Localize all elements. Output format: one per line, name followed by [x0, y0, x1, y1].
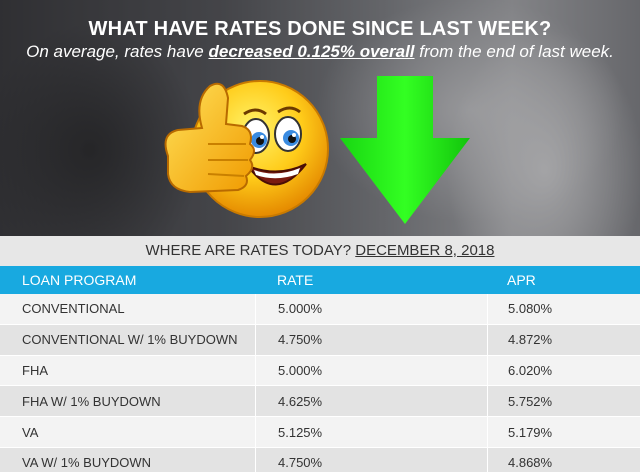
loan-program-cell: VA W/ 1% BUYDOWN	[22, 455, 152, 471]
rate-cell: 5.125%	[255, 417, 487, 447]
apr-cell: 4.872%	[487, 324, 640, 355]
thumbs-up-emoji-icon	[164, 80, 329, 218]
subheadline-emphasis: decreased 0.125% overall	[208, 42, 415, 61]
column-header-apr: APR	[507, 272, 536, 288]
down-arrow-icon	[340, 76, 470, 224]
subheadline: On average, rates have decreased 0.125% …	[0, 42, 640, 62]
subheadline-suffix: from the end of last week.	[414, 42, 614, 61]
table-row: FHA 5.000% 6.020%	[0, 355, 640, 387]
loan-program-cell: CONVENTIONAL	[22, 301, 125, 317]
headline: WHAT HAVE RATES DONE SINCE LAST WEEK?	[88, 18, 552, 40]
rates-table: LOAN PROGRAM RATE APR CONVENTIONAL 5.000…	[0, 266, 640, 472]
loan-program-cell: FHA	[22, 362, 48, 378]
loan-program-cell: CONVENTIONAL W/ 1% BUYDOWN	[22, 332, 238, 348]
apr-cell: 5.080%	[487, 294, 640, 324]
table-header: LOAN PROGRAM RATE APR	[0, 266, 640, 294]
apr-cell: 5.179%	[487, 417, 640, 447]
column-header-loan-program: LOAN PROGRAM	[22, 272, 137, 288]
table-row: VA 5.125% 5.179%	[0, 417, 640, 448]
table-row: CONVENTIONAL W/ 1% BUYDOWN 4.750% 4.872%	[0, 324, 640, 356]
hero-banner: WHAT HAVE RATES DONE SINCE LAST WEEK? On…	[0, 0, 640, 236]
rate-cell: 5.000%	[255, 355, 487, 386]
rate-cell: 4.750%	[255, 324, 487, 355]
loan-program-cell: VA	[22, 424, 39, 440]
rates-date-value: DECEMBER 8, 2018	[355, 242, 495, 259]
rate-cell: 4.750%	[255, 447, 487, 472]
loan-program-cell: FHA W/ 1% BUYDOWN	[22, 393, 161, 409]
apr-cell: 5.752%	[487, 386, 640, 417]
apr-cell: 6.020%	[487, 355, 640, 386]
rate-cell: 4.625%	[255, 386, 487, 417]
rates-date-header: WHERE ARE RATES TODAY? DECEMBER 8, 2018	[0, 236, 640, 266]
subheadline-prefix: On average, rates have	[26, 42, 209, 61]
table-row: CONVENTIONAL 5.000% 5.080%	[0, 294, 640, 325]
apr-cell: 4.868%	[487, 447, 640, 472]
rate-cell: 5.000%	[255, 294, 487, 324]
rates-date-label: WHERE ARE RATES TODAY?	[145, 242, 356, 259]
table-row: VA W/ 1% BUYDOWN 4.750% 4.868%	[0, 447, 640, 472]
table-row: FHA W/ 1% BUYDOWN 4.625% 5.752%	[0, 386, 640, 418]
column-header-rate: RATE	[277, 272, 314, 288]
